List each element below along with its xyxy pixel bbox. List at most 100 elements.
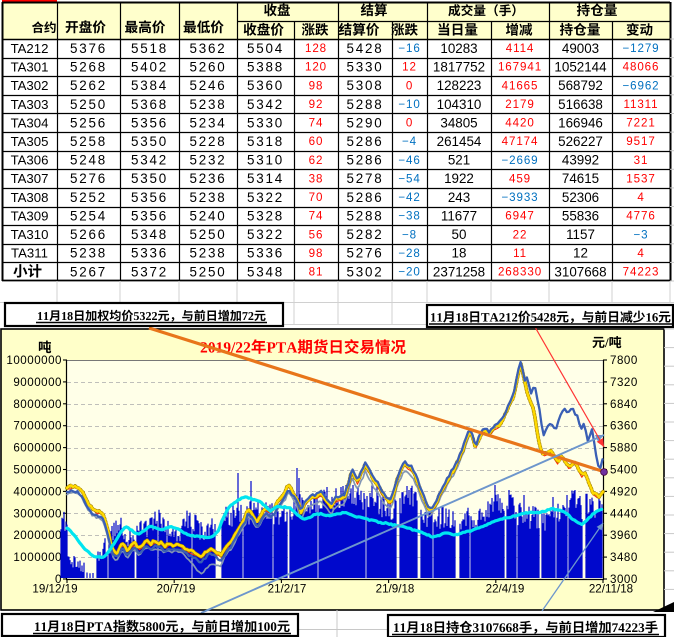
svg-text:5268: 5268 — [70, 60, 107, 75]
svg-text:−38: −38 — [398, 210, 420, 223]
svg-text:5336: 5336 — [131, 246, 168, 261]
svg-text:3960: 3960 — [610, 529, 638, 542]
svg-text:−2669: −2669 — [501, 154, 538, 167]
svg-text:5330: 5330 — [247, 115, 284, 130]
svg-text:5428: 5428 — [347, 41, 384, 56]
svg-text:48066: 48066 — [623, 61, 660, 74]
svg-text:5250: 5250 — [190, 264, 227, 279]
svg-text:5232: 5232 — [190, 153, 227, 168]
svg-text:11311: 11311 — [623, 98, 658, 111]
svg-text:5254: 5254 — [70, 208, 107, 223]
svg-text:5238: 5238 — [190, 97, 227, 112]
svg-text:2000000: 2000000 — [13, 529, 62, 542]
svg-text:TA309: TA309 — [11, 208, 49, 223]
svg-text:5246: 5246 — [190, 78, 227, 93]
svg-text:2179: 2179 — [505, 98, 534, 111]
svg-text:10283: 10283 — [440, 41, 477, 56]
svg-text:0: 0 — [406, 117, 413, 130]
svg-text:1537: 1537 — [626, 172, 655, 185]
svg-text:5356: 5356 — [131, 208, 168, 223]
svg-text:11677: 11677 — [441, 208, 477, 223]
svg-text:TA301: TA301 — [11, 60, 49, 75]
svg-text:5400: 5400 — [610, 464, 638, 477]
svg-text:−3: −3 — [633, 228, 648, 241]
svg-text:74615: 74615 — [562, 171, 599, 186]
svg-text:18: 18 — [452, 246, 467, 261]
svg-text:−20: −20 — [398, 266, 420, 279]
svg-text:166946: 166946 — [558, 115, 603, 130]
svg-text:5278: 5278 — [347, 171, 384, 186]
svg-text:TA307: TA307 — [11, 171, 49, 186]
svg-text:19/12/19: 19/12/19 — [32, 583, 77, 596]
svg-text:TA304: TA304 — [11, 115, 49, 130]
svg-text:41665: 41665 — [502, 79, 539, 92]
svg-text:6000000: 6000000 — [13, 442, 62, 455]
svg-text:−42: −42 — [398, 191, 420, 204]
svg-text:521: 521 — [448, 153, 470, 168]
svg-text:92: 92 — [309, 98, 324, 111]
svg-text:104310: 104310 — [437, 97, 482, 112]
svg-text:−8: −8 — [402, 228, 417, 241]
svg-text:5286: 5286 — [347, 134, 384, 149]
svg-text:43992: 43992 — [562, 153, 599, 168]
svg-text:5267: 5267 — [70, 264, 107, 279]
svg-text:7221: 7221 — [626, 117, 655, 130]
svg-text:7000000: 7000000 — [13, 420, 62, 433]
svg-text:5228: 5228 — [190, 134, 227, 149]
svg-text:3480: 3480 — [610, 551, 638, 564]
svg-text:5504: 5504 — [247, 41, 284, 56]
svg-text:5348: 5348 — [131, 227, 168, 242]
svg-text:20/7/19: 20/7/19 — [157, 583, 196, 596]
svg-text:−4: −4 — [402, 135, 417, 148]
svg-text:98: 98 — [309, 247, 324, 260]
svg-text:5250: 5250 — [70, 97, 107, 112]
svg-text:5330: 5330 — [347, 60, 384, 75]
svg-text:5336: 5336 — [247, 246, 284, 261]
svg-text:11: 11 — [513, 247, 527, 260]
svg-text:1922: 1922 — [444, 171, 474, 186]
svg-text:21/9/18: 21/9/18 — [376, 583, 415, 596]
svg-text:10000000: 10000000 — [6, 354, 62, 367]
svg-text:5238: 5238 — [190, 190, 227, 205]
svg-text:261454: 261454 — [437, 134, 482, 149]
svg-text:3000: 3000 — [610, 573, 638, 586]
svg-text:98: 98 — [309, 79, 324, 92]
svg-text:62: 62 — [309, 154, 324, 167]
svg-text:50: 50 — [452, 227, 467, 242]
svg-text:5262: 5262 — [70, 78, 107, 93]
svg-text:128223: 128223 — [437, 78, 482, 93]
svg-text:5302: 5302 — [347, 264, 384, 279]
svg-text:5258: 5258 — [70, 134, 107, 149]
svg-text:3107668: 3107668 — [554, 264, 606, 279]
svg-text:5248: 5248 — [70, 153, 107, 168]
svg-text:5252: 5252 — [70, 190, 107, 205]
svg-text:5362: 5362 — [190, 41, 227, 56]
svg-text:5234: 5234 — [190, 115, 227, 130]
svg-text:74: 74 — [309, 117, 324, 130]
svg-text:TA302: TA302 — [11, 78, 49, 93]
svg-text:38: 38 — [309, 172, 324, 185]
svg-text:−1279: −1279 — [622, 42, 659, 55]
svg-text:5288: 5288 — [347, 208, 384, 223]
svg-text:TA311: TA311 — [11, 246, 48, 261]
svg-text:5388: 5388 — [247, 60, 284, 75]
svg-text:−3933: −3933 — [501, 191, 538, 204]
svg-text:5260: 5260 — [190, 60, 227, 75]
svg-text:3000000: 3000000 — [13, 507, 62, 520]
svg-text:1052144: 1052144 — [554, 60, 607, 75]
svg-text:−6962: −6962 — [622, 79, 659, 92]
svg-text:9517: 9517 — [626, 135, 655, 148]
svg-text:12: 12 — [573, 246, 588, 261]
svg-text:4776: 4776 — [626, 210, 655, 223]
svg-text:−16: −16 — [398, 42, 420, 55]
svg-text:5384: 5384 — [131, 78, 168, 93]
svg-text:5342: 5342 — [247, 97, 284, 112]
svg-text:49003: 49003 — [562, 41, 599, 56]
svg-text:47174: 47174 — [502, 135, 539, 148]
svg-text:−10: −10 — [398, 98, 420, 111]
svg-text:167941: 167941 — [498, 61, 542, 74]
svg-text:5288: 5288 — [347, 97, 384, 112]
svg-text:1817752: 1817752 — [433, 60, 485, 75]
svg-text:5350: 5350 — [131, 171, 168, 186]
svg-text:5310: 5310 — [247, 153, 284, 168]
